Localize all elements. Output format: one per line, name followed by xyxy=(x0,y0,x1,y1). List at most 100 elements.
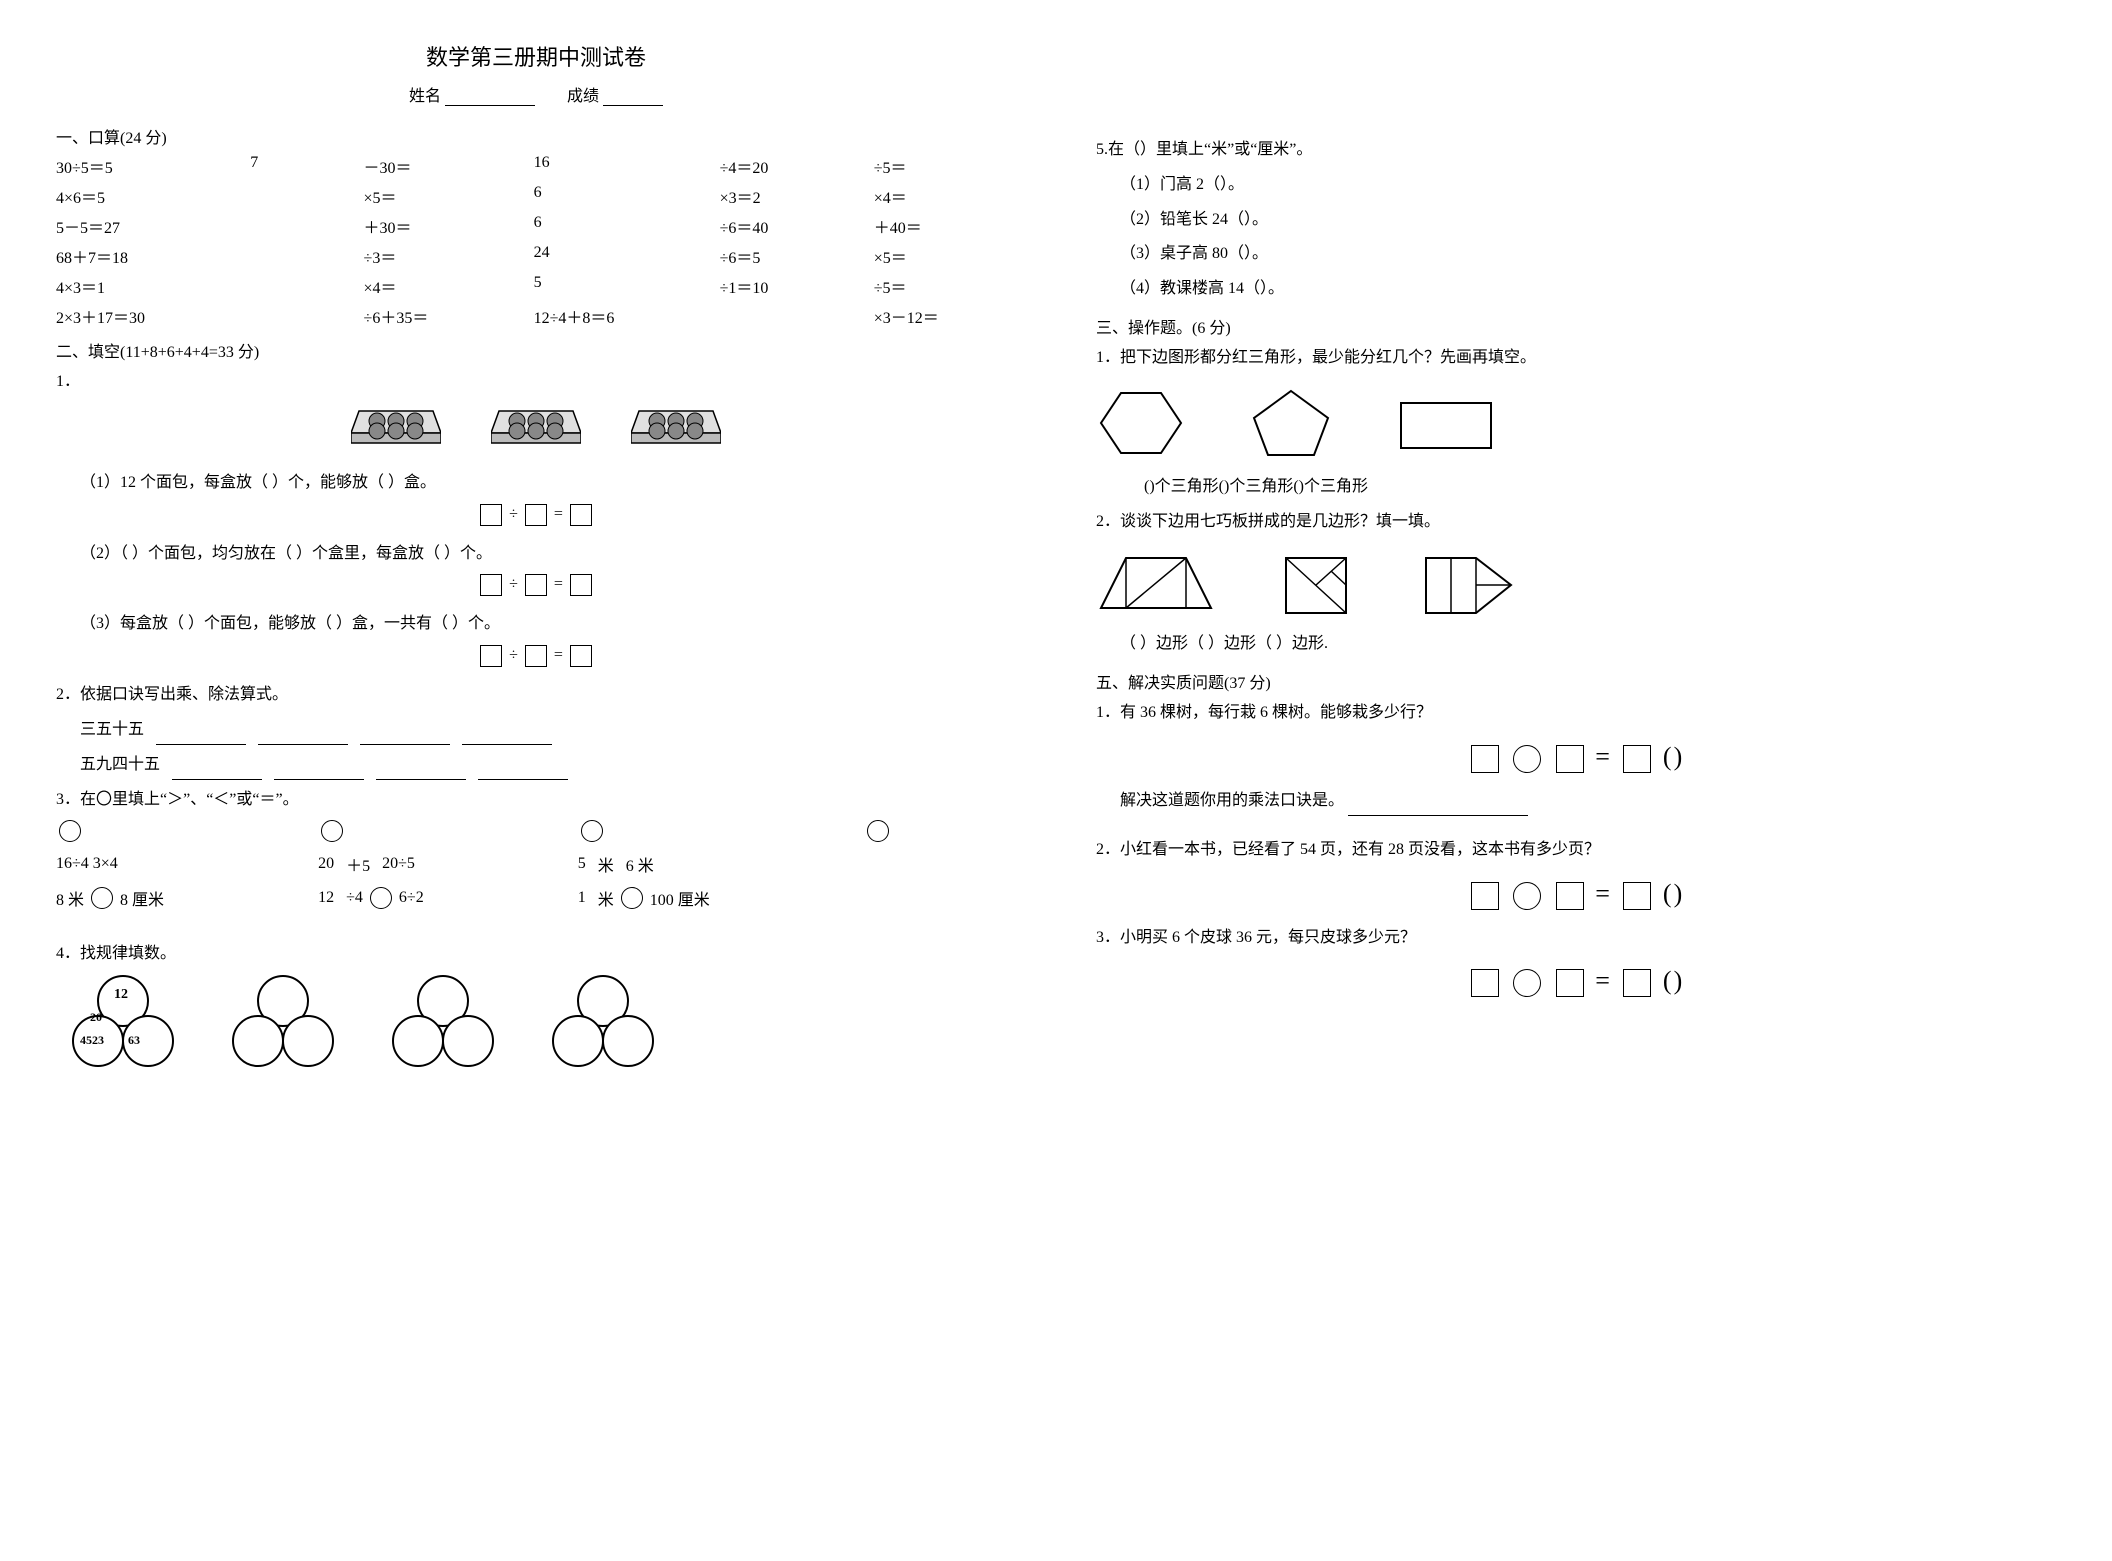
compare-cell: 16÷43×4 xyxy=(56,855,288,873)
bread-tray-row xyxy=(56,403,1016,453)
blank-box[interactable] xyxy=(1623,969,1651,997)
cell: 2×3＋17＝30 xyxy=(56,304,222,328)
cmp-text: 12 xyxy=(318,889,334,907)
stack-top: 12 xyxy=(114,987,128,1003)
cell: 12÷4＋8＝6 xyxy=(534,304,692,328)
sec2-heading: 二、填空(11+8+6+4+4=33 分) xyxy=(56,338,1016,362)
circle-stack-2 xyxy=(226,975,336,1065)
compare-circle[interactable] xyxy=(581,820,603,842)
sec3-q2-cap: （ ）边形（ ）边形（ ）边形. xyxy=(1120,630,2056,659)
cell: ×3－12＝ xyxy=(874,304,1016,328)
score-label: 成绩 xyxy=(567,88,599,105)
blank-box[interactable] xyxy=(525,504,547,526)
cell: ＋40＝ xyxy=(874,214,1016,238)
cell xyxy=(250,274,335,298)
stack-bl: 4523 xyxy=(80,1033,104,1048)
answer-blank[interactable] xyxy=(478,761,568,780)
blank-box[interactable] xyxy=(1623,745,1651,773)
left-column: 数学第三册期中测试卷 姓名 成绩 一、口算(24 分) 30÷5＝57－30＝1… xyxy=(56,40,1016,1065)
sec5-q1: 1．有 36 棵树，每行栽 6 棵树。能够栽多少行？ xyxy=(1096,699,2056,728)
answer-blank[interactable] xyxy=(274,761,364,780)
compare-circle[interactable] xyxy=(91,887,113,909)
blank-box[interactable] xyxy=(1471,745,1499,773)
rectangle-icon xyxy=(1396,393,1496,453)
cell: ×5＝ xyxy=(874,244,1016,268)
q2-5: 5.在（）里填上“米”或“厘米”。 xyxy=(1096,136,2056,165)
stack-mid: 20 xyxy=(90,1010,102,1025)
blank-box[interactable] xyxy=(570,645,592,667)
compare-cell: 12 ÷46÷2 xyxy=(318,887,548,909)
q2-5d: （4）教课楼高 14（）。 xyxy=(1120,275,2056,304)
blank-box[interactable] xyxy=(570,504,592,526)
cell: 5－5＝27 xyxy=(56,214,222,238)
cell: 6 xyxy=(534,214,692,238)
compare-grid: 16÷43×4 20 ＋5 20÷5 5 米 6 米 8 米8 厘米 12 ÷4… xyxy=(56,820,1016,910)
cell: ＋30＝ xyxy=(364,214,506,238)
blank-box[interactable] xyxy=(1556,882,1584,910)
q2-3: 3．在〇里填上“＞”、“＜”或“＝”。 xyxy=(56,786,1016,815)
circle-stack-3 xyxy=(386,975,496,1065)
answer-blank[interactable] xyxy=(462,726,552,745)
exam-title: 数学第三册期中测试卷 xyxy=(56,40,1016,72)
blank-box[interactable] xyxy=(1556,969,1584,997)
cell: ×3＝2 xyxy=(720,184,846,208)
cmp-text: ＋5 xyxy=(346,852,370,876)
cell: 30÷5＝5 xyxy=(56,154,222,178)
blank-box[interactable] xyxy=(480,504,502,526)
cmp-text: ÷4 xyxy=(346,889,363,907)
stack-br: 63 xyxy=(128,1033,140,1048)
equation-boxes: ÷ = xyxy=(56,574,1016,596)
right-column: 5.在（）里填上“米”或“厘米”。 （1）门高 2（）。 （2）铅笔长 24（）… xyxy=(1096,40,2056,1065)
cmp-text: 20 xyxy=(318,855,334,873)
blank-box[interactable] xyxy=(480,574,502,596)
blank-box[interactable] xyxy=(1471,969,1499,997)
sec5-heading: 五、解决实质问题(37 分) xyxy=(1096,669,2056,693)
blank-box[interactable] xyxy=(1556,745,1584,773)
cmp-text: 米 xyxy=(598,886,614,910)
cell: ÷6＋35＝ xyxy=(364,304,506,328)
blank-box[interactable] xyxy=(570,574,592,596)
blank-box[interactable] xyxy=(480,645,502,667)
score-blank[interactable] xyxy=(603,87,663,106)
sec3-q1: 1．把下边图形都分红三角形，最少能分红几个？先画再填空。 xyxy=(1096,344,2056,373)
cell xyxy=(720,304,846,328)
compare-circle[interactable] xyxy=(321,820,343,842)
answer-blank[interactable] xyxy=(360,726,450,745)
tangram-row xyxy=(1096,548,2056,618)
answer-blank[interactable] xyxy=(1348,797,1528,816)
blank-circle[interactable] xyxy=(1513,745,1541,773)
circle-stack-1: 12 20 4523 63 xyxy=(66,975,176,1065)
compare-circle[interactable] xyxy=(370,887,392,909)
answer-blank[interactable] xyxy=(172,761,262,780)
bread-tray-icon xyxy=(351,403,441,453)
tangram-trapezoid-icon xyxy=(1096,548,1216,618)
sec3-heading: 三、操作题。(6 分) xyxy=(1096,314,2056,338)
answer-blank[interactable] xyxy=(156,726,246,745)
name-blank[interactable] xyxy=(445,87,535,106)
equation-boxes: ÷ = xyxy=(56,504,1016,526)
cell: 5 xyxy=(534,274,692,298)
cell: ÷1＝10 xyxy=(720,274,846,298)
equation-line: = () xyxy=(1096,742,2056,773)
q2-5c: （3）桌子高 80（）。 xyxy=(1120,240,2056,269)
blank-box[interactable] xyxy=(1471,882,1499,910)
cell xyxy=(250,184,335,208)
q2-1-p3: （3）每盒放（ ）个面包，能够放（ ）盒，一共有（ ）个。 xyxy=(80,610,1016,639)
cell: ÷5＝ xyxy=(874,154,1016,178)
compare-circle[interactable] xyxy=(621,887,643,909)
arithmetic-grid: 30÷5＝57－30＝16÷4＝20÷5＝ 4×6＝5×5＝6×3＝2×4＝ 5… xyxy=(56,154,1016,328)
blank-box[interactable] xyxy=(525,574,547,596)
tangram-square-icon xyxy=(1276,548,1356,618)
compare-circle[interactable] xyxy=(867,820,889,842)
blank-box[interactable] xyxy=(525,645,547,667)
hexagon-icon xyxy=(1096,383,1186,463)
blank-circle[interactable] xyxy=(1513,882,1541,910)
sec5-q3: 3．小明买 6 个皮球 36 元，每只皮球多少元？ xyxy=(1096,924,2056,953)
compare-cell xyxy=(578,820,834,842)
blank-circle[interactable] xyxy=(1513,969,1541,997)
answer-blank[interactable] xyxy=(258,726,348,745)
answer-blank[interactable] xyxy=(376,761,466,780)
blank-box[interactable] xyxy=(1623,882,1651,910)
q2-5b: （2）铅笔长 24（）。 xyxy=(1120,206,2056,235)
compare-circle[interactable] xyxy=(59,820,81,842)
